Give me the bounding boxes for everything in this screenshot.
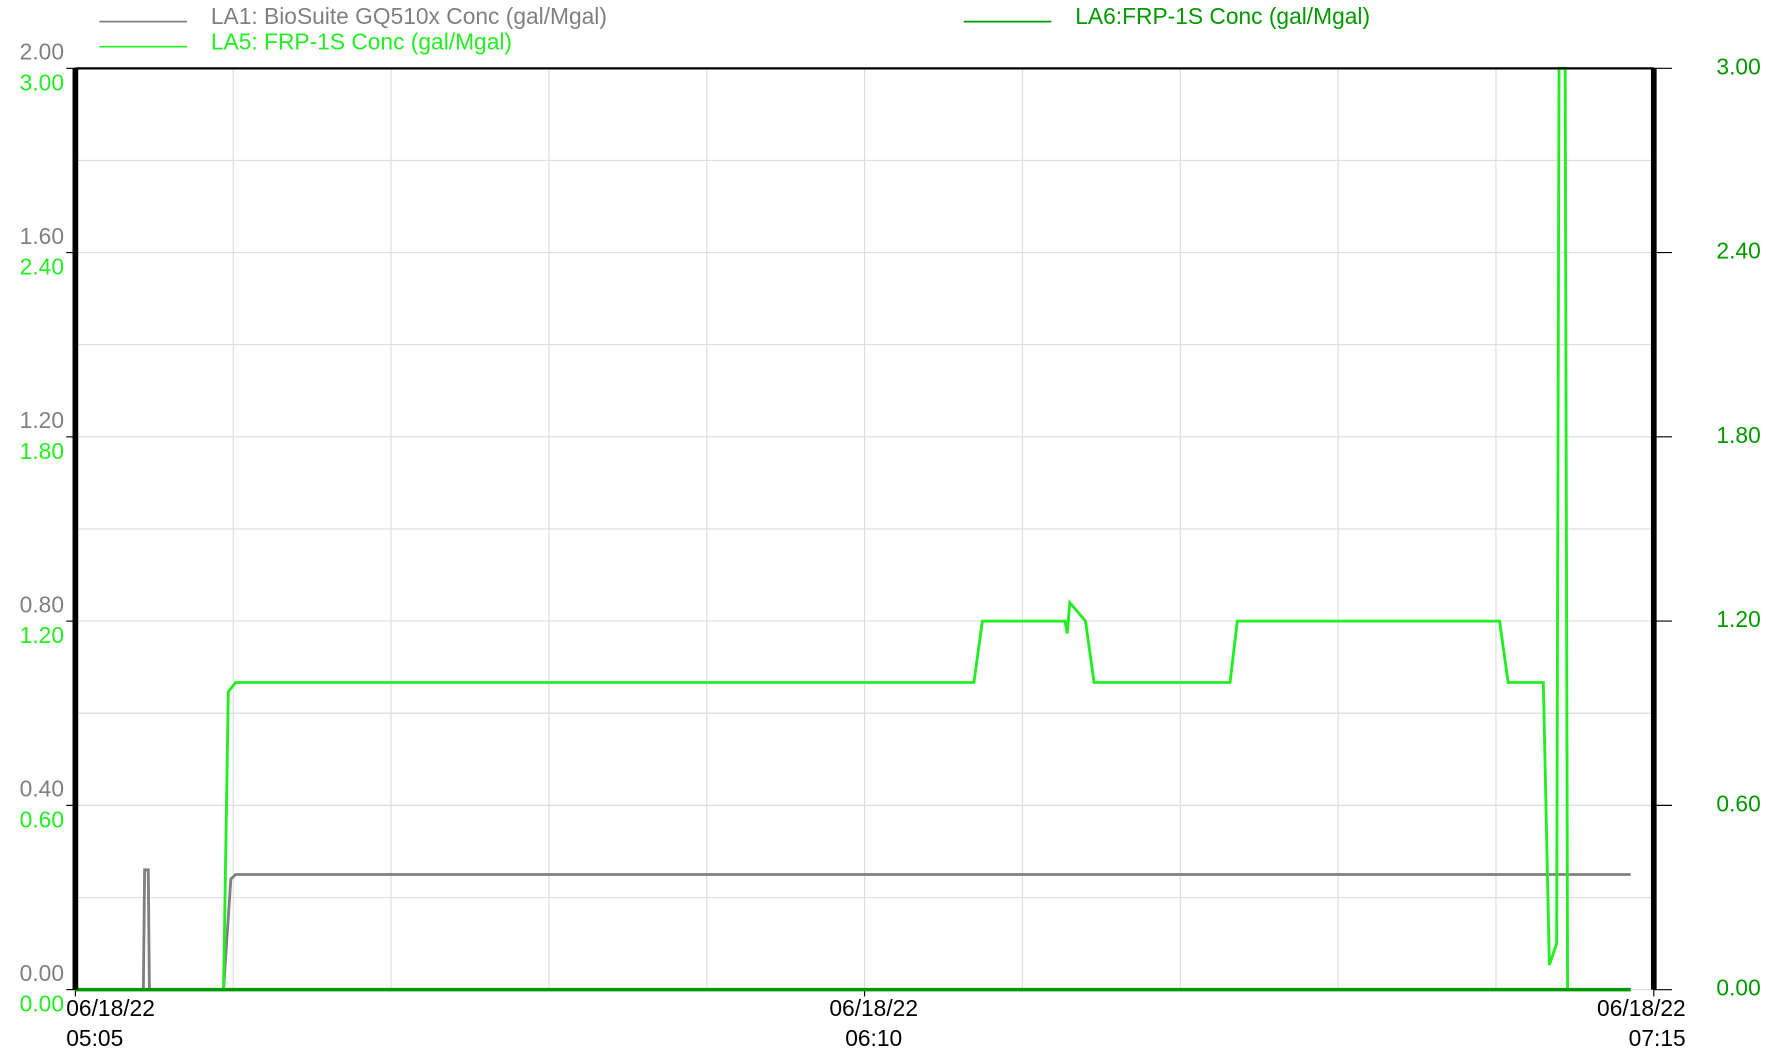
y-tick-label: 1.60 [20,223,64,249]
y2-tick-label: 1.20 [1716,606,1760,632]
y2-tick-label: 0.60 [1716,790,1760,816]
y-tick-label: 2.00 [20,39,64,65]
y2-tick-label: 0.00 [1716,975,1760,1001]
y3-tick-label: 1.80 [20,438,64,464]
y-tick-label: 1.20 [20,407,64,433]
y-tick-label: 0.00 [20,960,64,986]
x-tick-label: 06/18/22 [829,995,918,1021]
y-tick-label: 0.40 [20,776,64,802]
y2-tick-label: 1.80 [1716,422,1760,448]
x-tick-label: 06/18/22 [1597,995,1686,1021]
y3-tick-label: 0.00 [20,991,64,1017]
x-tick-label: 06:10 [845,1025,902,1050]
series-line [75,66,1631,992]
y2-tick-label: 3.00 [1716,53,1760,79]
x-tick-label: 06/18/22 [66,995,155,1021]
legend-label: LA6:FRP-1S Conc (gal/Mgal) [1075,3,1370,29]
y3-tick-label: 3.00 [20,69,64,95]
y-tick-label: 0.80 [20,591,64,617]
y3-tick-label: 0.60 [20,806,64,832]
y2-tick-label: 2.40 [1716,238,1760,264]
x-tick-label: 07:15 [1629,1025,1686,1050]
y3-tick-label: 2.40 [20,254,64,280]
legend-label: LA5: FRP-1S Conc (gal/Mgal) [211,28,512,54]
legend-label: LA1: BioSuite GQ510x Conc (gal/Mgal) [211,3,607,29]
x-tick-label: 05:05 [66,1025,123,1050]
y3-tick-label: 1.20 [20,622,64,648]
